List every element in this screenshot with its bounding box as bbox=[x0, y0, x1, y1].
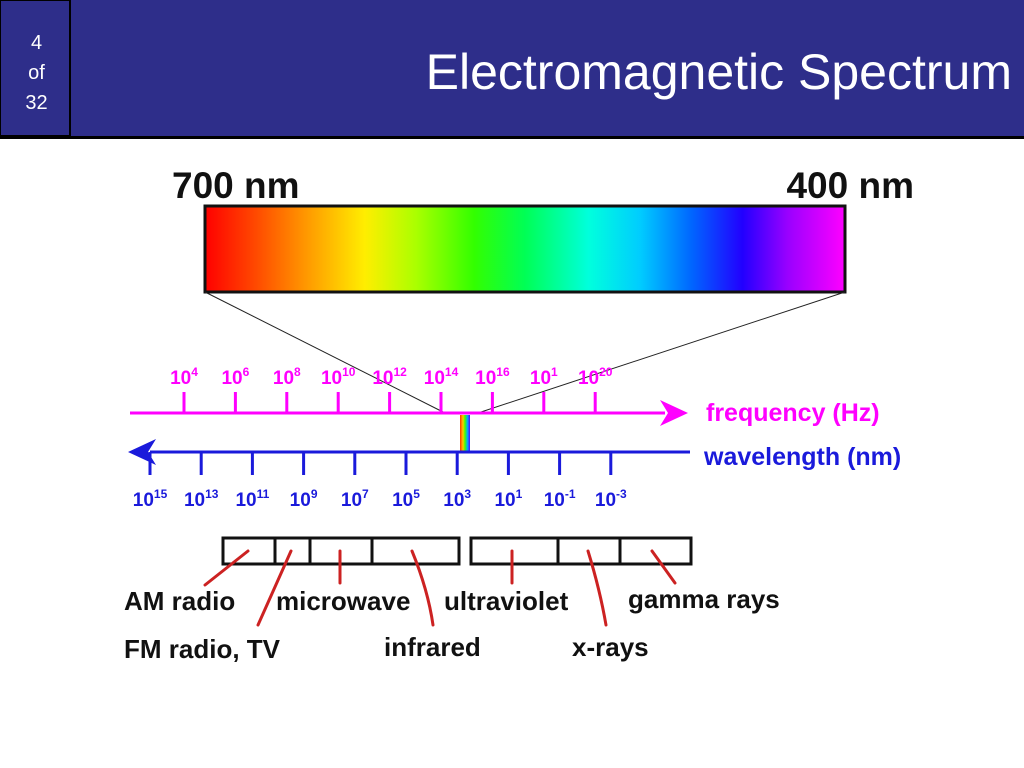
leader-lines bbox=[203, 549, 677, 627]
frequency-tick-label-2: 108 bbox=[273, 365, 301, 389]
spectrum-right-label: 400 nm bbox=[786, 165, 914, 206]
region-box-ultraviolet bbox=[469, 536, 560, 566]
leader-gamma bbox=[650, 549, 677, 585]
frequency-arrow-head bbox=[660, 400, 688, 426]
wavelength-tick-label-4: 107 bbox=[341, 487, 369, 511]
region-label-fm: FM radio, TV bbox=[124, 634, 281, 664]
leader-infrared bbox=[410, 549, 435, 627]
region-label-infrared: infrared bbox=[384, 632, 481, 662]
spectrum-left-label: 700 nm bbox=[172, 165, 300, 206]
wavelength-tick-label-8: 10-1 bbox=[544, 487, 576, 511]
region-box-gamma bbox=[618, 536, 693, 566]
leader-am bbox=[203, 549, 250, 587]
region-label-xray: x-rays bbox=[572, 632, 649, 662]
frequency-tick-label-7: 101 bbox=[530, 365, 558, 389]
frequency-tick-label-3: 1010 bbox=[321, 365, 356, 389]
page-current: 4 bbox=[30, 32, 43, 54]
frequency-axis-label: frequency (Hz) bbox=[706, 399, 880, 427]
leader-xray bbox=[586, 549, 608, 627]
frequency-axis: 104 106 108 1010 1012 1014 1016 101 1020 frequen… bbox=[130, 365, 880, 427]
visible-spectrum-bar bbox=[203, 204, 847, 294]
slide-header: 4 of 32 Electromagnetic Spectrum bbox=[0, 0, 1024, 139]
wavelength-tick-label-7: 101 bbox=[494, 487, 522, 511]
region-label-ultraviolet: ultraviolet bbox=[444, 586, 569, 616]
wavelength-tick-label-3: 109 bbox=[290, 487, 318, 511]
frequency-tick-label-8: 1020 bbox=[578, 365, 613, 389]
frequency-tick-label-6: 1016 bbox=[475, 365, 510, 389]
wavelength-tick-label-5: 105 bbox=[392, 487, 420, 511]
page-total: 32 bbox=[25, 92, 48, 114]
frequency-tick-label-1: 106 bbox=[221, 365, 249, 389]
slide-title: Electromagnetic Spectrum bbox=[425, 44, 1012, 100]
zoom-line-left bbox=[204, 291, 446, 414]
header-divider bbox=[0, 136, 1024, 139]
wavelength-tick-label-1: 1013 bbox=[184, 487, 219, 511]
wavelength-axis: 1015 1013 1011 109 107 105 103 101 10-1 10-3 wave… bbox=[128, 439, 901, 511]
wavelength-axis-label: wavelength (nm) bbox=[703, 443, 901, 471]
region-label-gamma: gamma rays bbox=[628, 584, 780, 614]
leader-fm bbox=[256, 549, 293, 627]
region-box-xray bbox=[556, 536, 622, 566]
frequency-tick-label-5: 1014 bbox=[424, 365, 459, 389]
page-of: of bbox=[28, 62, 45, 84]
region-boxes bbox=[221, 536, 693, 566]
wavelength-tick-label-6: 103 bbox=[443, 487, 471, 511]
wavelength-tick-label-9: 10-3 bbox=[595, 487, 627, 511]
wavelength-tick-label-0: 1015 bbox=[133, 487, 168, 511]
zoom-line-right bbox=[477, 291, 846, 414]
region-label-microwave: microwave bbox=[276, 586, 410, 616]
visible-band-marker bbox=[460, 415, 470, 452]
frequency-tick-label-4: 1012 bbox=[372, 365, 407, 389]
frequency-tick-label-0: 104 bbox=[170, 365, 198, 389]
wavelength-tick-label-2: 1011 bbox=[235, 487, 269, 511]
page-indicator: 4 of 32 bbox=[0, 0, 71, 136]
region-label-am: AM radio bbox=[124, 586, 235, 616]
